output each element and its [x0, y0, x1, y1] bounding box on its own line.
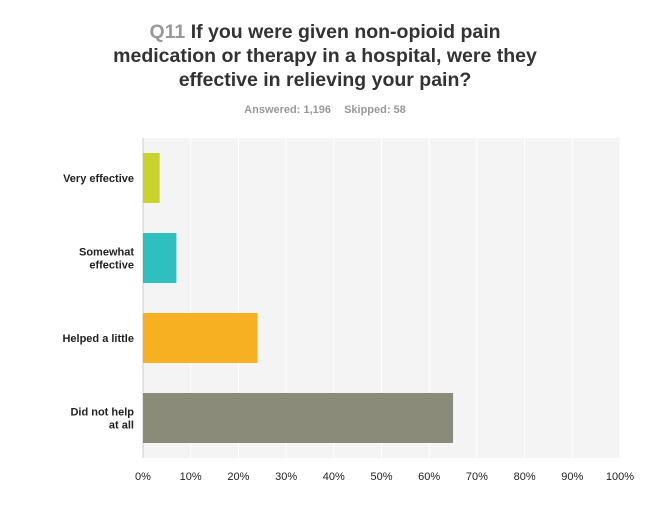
x-tick-label: 20%: [227, 471, 249, 483]
x-tick-label: 80%: [514, 471, 536, 483]
bar: [143, 233, 177, 283]
category-label: Somewhat: [79, 247, 134, 259]
answered-count: Answered: 1,196: [244, 104, 331, 116]
x-tick-label: 100%: [606, 471, 634, 483]
skipped-count: Skipped: 58: [344, 104, 406, 116]
bar: [143, 153, 160, 203]
category-label: Very effective: [63, 173, 134, 185]
x-tick-label: 0%: [135, 471, 151, 483]
x-tick-label: 30%: [275, 471, 297, 483]
category-label: Helped a little: [62, 333, 134, 345]
bar: [143, 393, 454, 443]
x-tick-label: 90%: [561, 471, 583, 483]
x-tick-label: 10%: [180, 471, 202, 483]
bar: [143, 313, 258, 363]
category-label: Did not help: [70, 407, 134, 419]
chart-title: Q11 If you were given non-opioid pain me…: [100, 20, 550, 92]
x-tick-label: 70%: [466, 471, 488, 483]
x-tick-label: 40%: [323, 471, 345, 483]
question-number: Q11: [149, 21, 186, 43]
x-tick-label: 50%: [370, 471, 392, 483]
category-label: effective: [89, 260, 134, 272]
x-tick-label: 60%: [418, 471, 440, 483]
question-text: If you were given non-opioid pain medica…: [113, 21, 537, 91]
category-label: at all: [109, 420, 134, 432]
response-stats: Answered: 1,196 Skipped: 58: [100, 104, 550, 116]
